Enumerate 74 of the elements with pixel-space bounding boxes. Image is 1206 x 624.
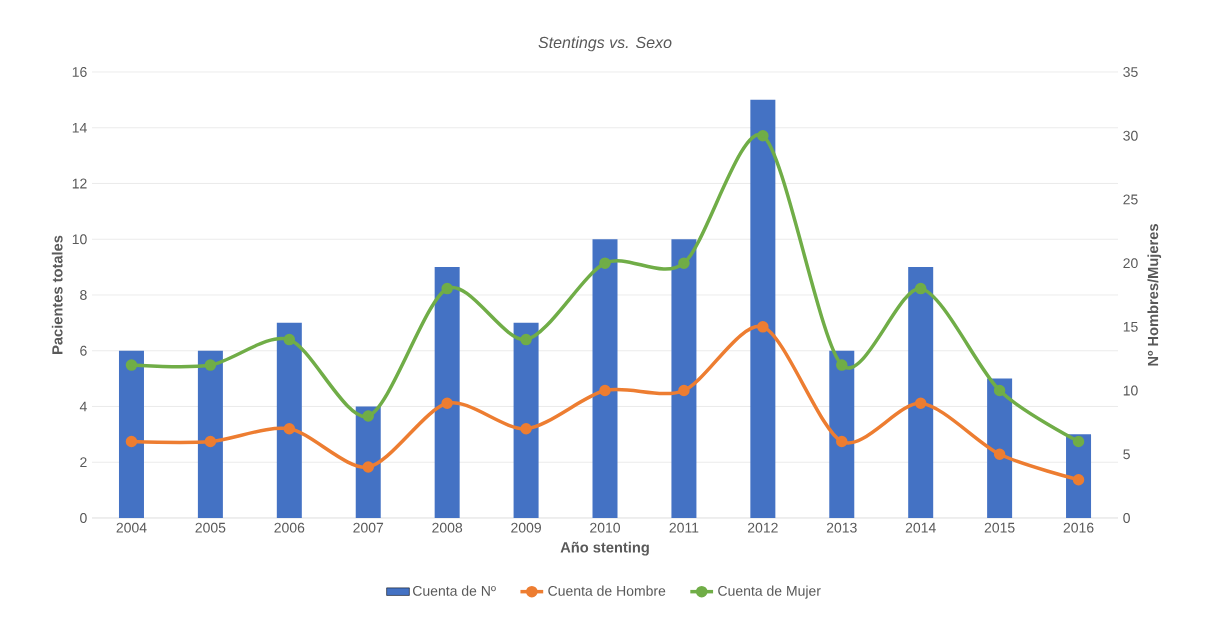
- y2-tick-label: 5: [1123, 449, 1130, 460]
- bar: [908, 267, 934, 518]
- x-tick-label: 2013: [826, 522, 857, 533]
- x-tick-label: 2016: [1063, 522, 1094, 533]
- point: [836, 359, 848, 371]
- bar: [513, 322, 539, 518]
- y2-tick-label: 10: [1123, 385, 1138, 396]
- bar: [671, 239, 697, 518]
- point: [599, 384, 611, 397]
- x-tick-label: 2015: [984, 522, 1015, 533]
- legend-label: Cuenta de Nº: [413, 585, 496, 596]
- x-tick-label: 2011: [669, 522, 699, 533]
- x-tick-label: 2004: [116, 522, 147, 533]
- y2-tick-label: 20: [1123, 258, 1138, 269]
- y-tick-label: 14: [72, 122, 87, 133]
- point: [283, 423, 296, 435]
- point: [362, 461, 374, 473]
- point: [125, 359, 138, 371]
- y-tick-label: 4: [79, 401, 87, 412]
- point: [283, 333, 296, 346]
- x-tick-label: 2007: [353, 522, 384, 533]
- point: [441, 282, 453, 295]
- bar: [750, 99, 776, 518]
- y2-tick-label: 35: [1123, 67, 1138, 77]
- y-tick-label: 6: [80, 345, 87, 356]
- y-tick-label: 10: [72, 234, 87, 245]
- point: [599, 257, 611, 269]
- point: [757, 129, 769, 142]
- legend-label: Cuenta de Mujer: [718, 585, 821, 599]
- chart-title: Stentings vs. Sexo: [538, 36, 672, 52]
- point: [914, 397, 927, 410]
- y-tick-label: 8: [80, 290, 87, 300]
- point: [836, 435, 848, 448]
- point: [125, 435, 138, 448]
- point: [204, 435, 217, 448]
- point: [993, 448, 1006, 461]
- point: [520, 423, 532, 435]
- bar: [434, 267, 460, 518]
- point: [520, 333, 532, 346]
- x-tick-label: 2014: [905, 522, 936, 533]
- x-tick-label: 2008: [432, 522, 463, 533]
- y2-tick-label: 0: [1123, 513, 1130, 523]
- point: [1072, 474, 1085, 486]
- bar: [276, 322, 302, 518]
- x-tick-label: 2010: [590, 522, 621, 533]
- point: [204, 359, 217, 371]
- point: [441, 397, 453, 410]
- point: [993, 384, 1006, 397]
- x-tick-label: 2009: [511, 522, 541, 533]
- point: [1072, 435, 1085, 448]
- bar: [592, 239, 618, 518]
- x-tick-label: 2012: [747, 522, 778, 533]
- y-tick-label: 2: [80, 457, 87, 468]
- y-tick-label: 12: [72, 178, 87, 189]
- y-tick-label: 16: [72, 67, 87, 77]
- y-axis-title: Pacientes totales: [51, 235, 63, 354]
- point: [362, 410, 374, 422]
- bar: [987, 378, 1013, 518]
- y2-tick-label: 15: [1123, 321, 1138, 332]
- point: [678, 257, 690, 269]
- point: [914, 282, 927, 295]
- x-axis-title: Año stenting: [560, 541, 649, 556]
- legend-label: Cuenta de Hombre: [548, 585, 666, 596]
- x-tick-label: 2005: [195, 522, 226, 533]
- bar: [118, 350, 144, 518]
- point: [757, 321, 769, 333]
- y2-axis-title: Nº Hombres/Mujeres: [1147, 224, 1162, 366]
- y-tick-label: 0: [80, 513, 87, 523]
- x-tick-label: 2006: [274, 522, 305, 533]
- y2-tick-label: 30: [1123, 130, 1138, 141]
- bar: [829, 350, 855, 518]
- bar: [197, 350, 223, 518]
- y2-tick-label: 25: [1123, 194, 1138, 205]
- point: [678, 384, 690, 397]
